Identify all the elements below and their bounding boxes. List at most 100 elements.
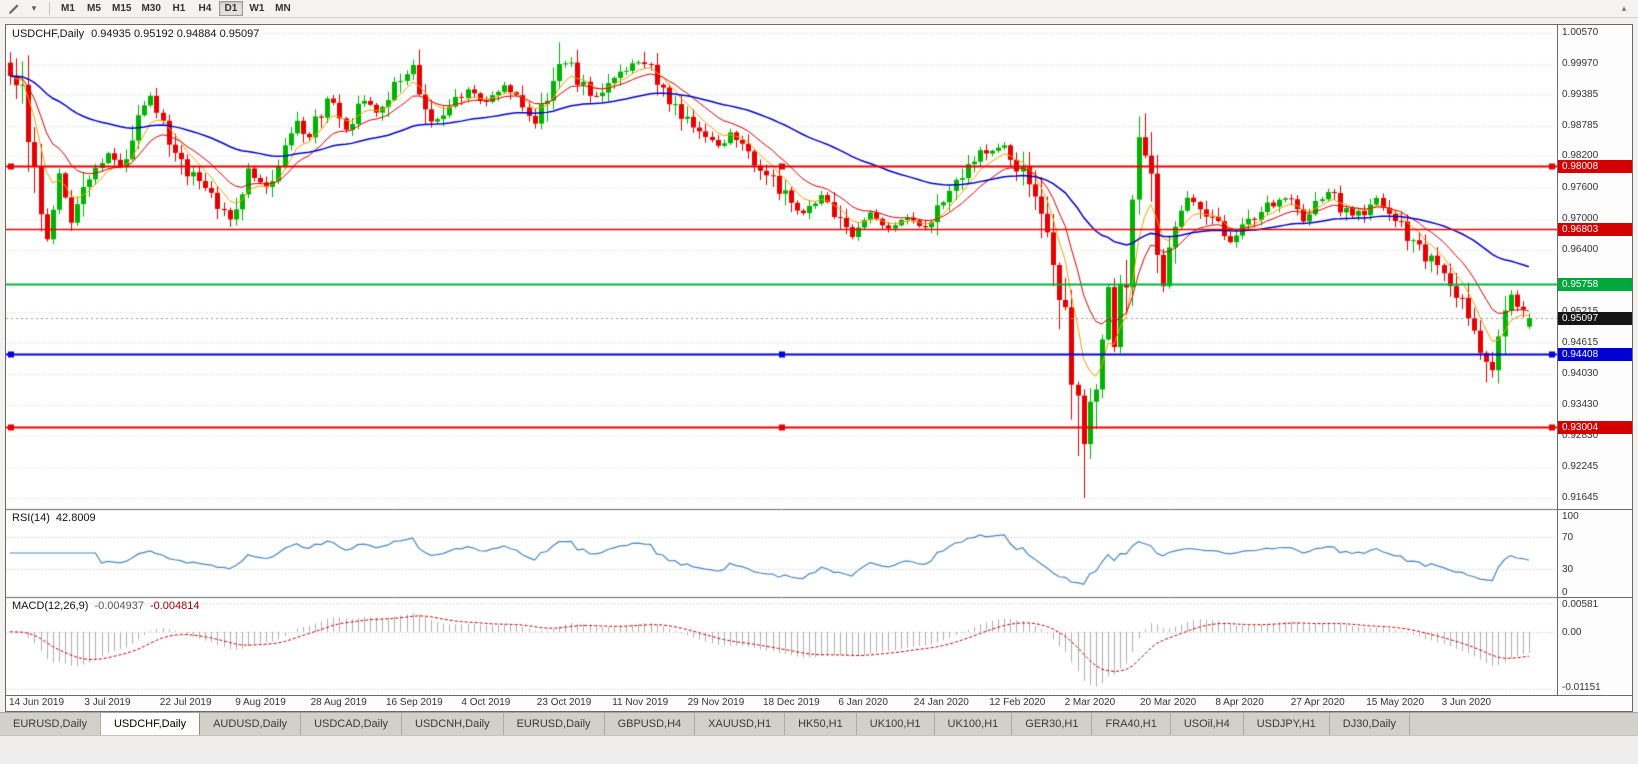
- chart-tab-uk100-h1[interactable]: UK100,H1: [856, 713, 935, 735]
- chart-tab-usdjpy-h1[interactable]: USDJPY,H1: [1243, 713, 1330, 735]
- chart-tab-usdcnh-daily[interactable]: USDCNH,Daily: [402, 713, 504, 735]
- date-label: 3 Jul 2019: [84, 697, 131, 708]
- chart-tab-ger30-h1[interactable]: GER30,H1: [1012, 713, 1093, 735]
- toolbar-separator: [49, 2, 50, 15]
- timeframe-button-MN[interactable]: MN: [275, 3, 291, 14]
- date-label: 20 Mar 2020: [1140, 697, 1197, 708]
- price-badge: 0.93004: [1558, 421, 1632, 435]
- timeframe-button-M30[interactable]: M30: [141, 3, 161, 14]
- timeframe-button-H4[interactable]: H4: [198, 3, 212, 14]
- date-label: 28 Aug 2019: [310, 697, 367, 708]
- chart-tab-eurusd-daily[interactable]: EURUSD,Daily: [0, 713, 101, 735]
- macd-name: MACD(12,26,9): [12, 600, 89, 612]
- chart-tab-eurusd-daily[interactable]: EURUSD,Daily: [503, 713, 605, 735]
- price-chart-canvas[interactable]: [6, 25, 1557, 695]
- chart-tab-usdchf-daily[interactable]: USDCHF,Daily: [100, 713, 201, 735]
- pencil-icon: [9, 3, 19, 14]
- price-tick: 0.99970: [1562, 58, 1599, 70]
- date-label: 3 Jun 2020: [1441, 697, 1492, 708]
- price-tick: 0.97600: [1562, 181, 1599, 193]
- price-tick: 0.97000: [1562, 213, 1599, 224]
- date-label: 22 Jul 2019: [159, 697, 212, 708]
- chart-tab-hk50-h1[interactable]: HK50,H1: [785, 713, 857, 735]
- rsi-tick: 100: [1562, 511, 1579, 522]
- chart-tab-dj30-daily[interactable]: DJ30,Daily: [1329, 713, 1410, 735]
- price-tick: 0.99385: [1562, 88, 1599, 100]
- date-label: 29 Nov 2019: [687, 697, 745, 708]
- price-badge: 0.95758: [1558, 277, 1632, 291]
- macd-tick: -0.01151: [1562, 682, 1601, 693]
- chart-tab-usoil-h4[interactable]: USOil,H4: [1170, 713, 1244, 735]
- status-bar: [0, 735, 1638, 764]
- price-tick: 0.94615: [1562, 337, 1599, 349]
- draw-tool-dropdown-button[interactable]: ▾: [24, 0, 44, 17]
- timeframe-button-D1[interactable]: D1: [218, 1, 243, 16]
- timeframe-button-M5[interactable]: M5: [87, 3, 101, 14]
- chart-tabs-bar: EURUSD,Daily USDCHF,Daily AUDUSD,Daily USDC…: [0, 712, 1638, 735]
- date-label: 23 Oct 2019: [536, 697, 592, 708]
- timeframe-button-W1[interactable]: W1: [249, 3, 265, 14]
- chart-tab-audusd-daily[interactable]: AUDUSD,Daily: [200, 713, 302, 735]
- rsi-tick: 0: [1562, 587, 1568, 598]
- date-label: 4 Oct 2019: [461, 697, 511, 708]
- timeframe-group: M1 M5 M15 M30 H1 H4 D1 W1 MN: [55, 1, 296, 16]
- top-toolbar: ▾ M1 M5 M15 M30 H1 H4 D1 W1 MN ▴: [0, 0, 1638, 18]
- date-label: 27 Apr 2020: [1290, 697, 1345, 708]
- macd-tick: 0.00: [1562, 626, 1582, 638]
- rsi-value: 42.8009: [55, 512, 96, 524]
- date-label: 24 Jan 2020: [913, 697, 969, 708]
- macd-main-value: -0.004937: [94, 600, 144, 612]
- chart-symbol-label: USDCHF,Daily 0.94935 0.95192 0.94884 0.95…: [12, 28, 259, 40]
- macd-signal-value: -0.004814: [149, 600, 200, 612]
- price-badge: 0.96803: [1558, 223, 1632, 237]
- panel-separator: [1558, 509, 1632, 510]
- date-label: 8 Apr 2020: [1215, 697, 1264, 708]
- timeframe-button-M15[interactable]: M15: [112, 3, 132, 14]
- chevron-up-icon: ▴: [1621, 3, 1627, 13]
- rsi-name: RSI(14): [12, 512, 50, 524]
- timeframe-button-M1[interactable]: M1: [61, 3, 75, 14]
- chart-frame: USDCHF,Daily 0.94935 0.95192 0.94884 0.95…: [5, 24, 1633, 712]
- rsi-tick: 70: [1562, 532, 1574, 544]
- rsi-panel-label: RSI(14) 42.8009: [12, 512, 96, 524]
- panel-separator: [1558, 597, 1632, 598]
- toolbar-scroll-button[interactable]: ▴: [1614, 0, 1634, 17]
- rsi-tick: 30: [1562, 563, 1574, 575]
- ohlc-values: 0.94935 0.95192 0.94884 0.95097: [91, 28, 260, 40]
- price-badge: 0.98008: [1558, 160, 1632, 174]
- date-label: 14 Jun 2019: [9, 697, 65, 708]
- macd-tick: 0.00581: [1562, 599, 1599, 610]
- date-label: 11 Nov 2019: [612, 697, 669, 708]
- date-label: 6 Jan 2020: [838, 697, 888, 708]
- price-axis: 1.00570 0.99970 0.99385 0.98785 0.98200 0.976…: [1557, 25, 1632, 695]
- price-tick: 0.96400: [1562, 244, 1599, 256]
- price-tick: 0.95215: [1562, 306, 1598, 317]
- date-label: 12 Feb 2020: [989, 697, 1046, 708]
- chart-tab-uk100-h1[interactable]: UK100,H1: [934, 713, 1013, 735]
- draw-tool-button[interactable]: [4, 0, 24, 17]
- price-tick: 1.00570: [1562, 27, 1599, 38]
- chart-tab-fra40-h1[interactable]: FRA40,H1: [1092, 713, 1171, 735]
- date-label: 2 Mar 2020: [1064, 697, 1116, 708]
- price-tick: 0.91645: [1562, 492, 1599, 503]
- price-tick: 0.98785: [1562, 120, 1599, 131]
- timeframe-button-H1[interactable]: H1: [172, 3, 186, 14]
- date-label: 16 Sep 2019: [386, 697, 443, 708]
- date-label: 9 Aug 2019: [235, 697, 286, 708]
- price-tick: 0.94030: [1562, 367, 1599, 379]
- price-tick: 0.92830: [1562, 430, 1599, 442]
- macd-panel-label: MACD(12,26,9) -0.004937 -0.004814: [12, 600, 200, 612]
- symbol-name: USDCHF,Daily: [12, 28, 85, 40]
- price-badge: 0.94408: [1558, 348, 1632, 362]
- price-badge: 0.95097: [1558, 312, 1632, 326]
- date-label: 18 Dec 2019: [763, 697, 820, 708]
- price-tick: 0.93430: [1562, 399, 1599, 410]
- chart-tab-gbpusd-h4[interactable]: GBPUSD,H4: [604, 713, 696, 735]
- price-tick: 0.98200: [1562, 150, 1599, 162]
- price-tick: 0.92245: [1562, 460, 1599, 472]
- chevron-down-icon: ▾: [31, 3, 37, 13]
- date-label: 15 May 2020: [1366, 697, 1425, 708]
- chart-tab-usdcad-daily[interactable]: USDCAD,Daily: [301, 713, 403, 735]
- chart-tab-xauusd-h1[interactable]: XAUUSD,H1: [695, 713, 786, 735]
- date-axis: 14 Jun 2019 3 Jul 2019 22 Jul 2019 9 Aug 20…: [6, 695, 1632, 711]
